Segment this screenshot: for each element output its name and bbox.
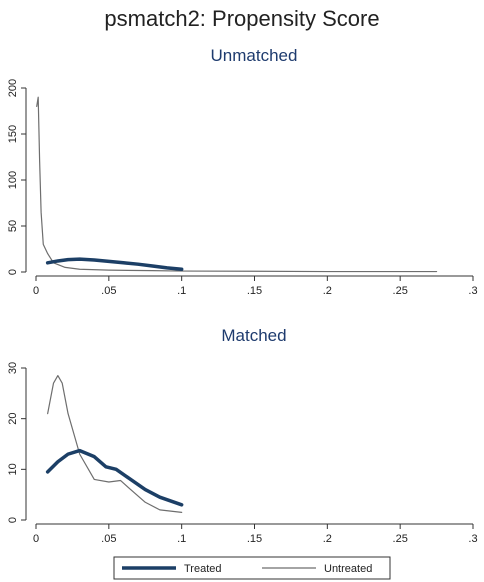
x-tick-label: .25 [393,285,408,297]
y-tick-label: 50 [7,220,19,232]
x-tick-label: .1 [177,533,186,545]
x-tick-label: 0 [33,285,39,297]
y-tick-label: 10 [7,463,19,475]
y-tick-label: 30 [7,362,19,374]
chart-panels: Unmatched0501001502000.05.1.15.2.25.3Mat… [7,46,478,545]
y-tick-label: 0 [7,517,19,523]
treated-density-line [45,257,184,271]
y-tick-label: 100 [7,171,19,189]
treated-density-line [45,448,184,507]
panel-subtitle: Unmatched [211,46,298,65]
chart-title: psmatch2: Propensity Score [104,6,379,31]
y-tick-label: 150 [7,125,19,143]
x-tick-label: .2 [323,533,332,545]
x-tick-label: .1 [177,285,186,297]
legend-box [113,556,391,580]
x-tick-label: .25 [393,533,408,545]
x-tick-label: .15 [247,285,262,297]
x-tick-label: .3 [468,285,477,297]
panel-subtitle: Matched [221,326,286,345]
x-tick-label: .3 [468,533,477,545]
legend-treated-label: Treated [184,563,222,575]
x-tick-label: 0 [33,533,39,545]
panel-2: Matched 0 10 20 30 0 .05 .1 .15 .2 .25 .3 [7,326,478,545]
legend-untreated-label: Untreated [324,563,372,575]
untreated-density-line [47,375,183,513]
x-tick-label: .2 [323,285,332,297]
y-tick-label: 20 [7,413,19,425]
x-tick-label: .05 [101,533,116,545]
x-tick-label: .15 [247,533,262,545]
y-tick-label: 200 [7,79,19,97]
untreated-density-line [36,96,438,273]
y-tick-label: 0 [7,269,19,275]
panel-1: Unmatched 0 50 100 150 200 0 .05 .1 .15 .2 .25 .3 [7,46,478,297]
legend: Treated Untreated [113,556,391,580]
x-tick-label: .05 [101,285,116,297]
